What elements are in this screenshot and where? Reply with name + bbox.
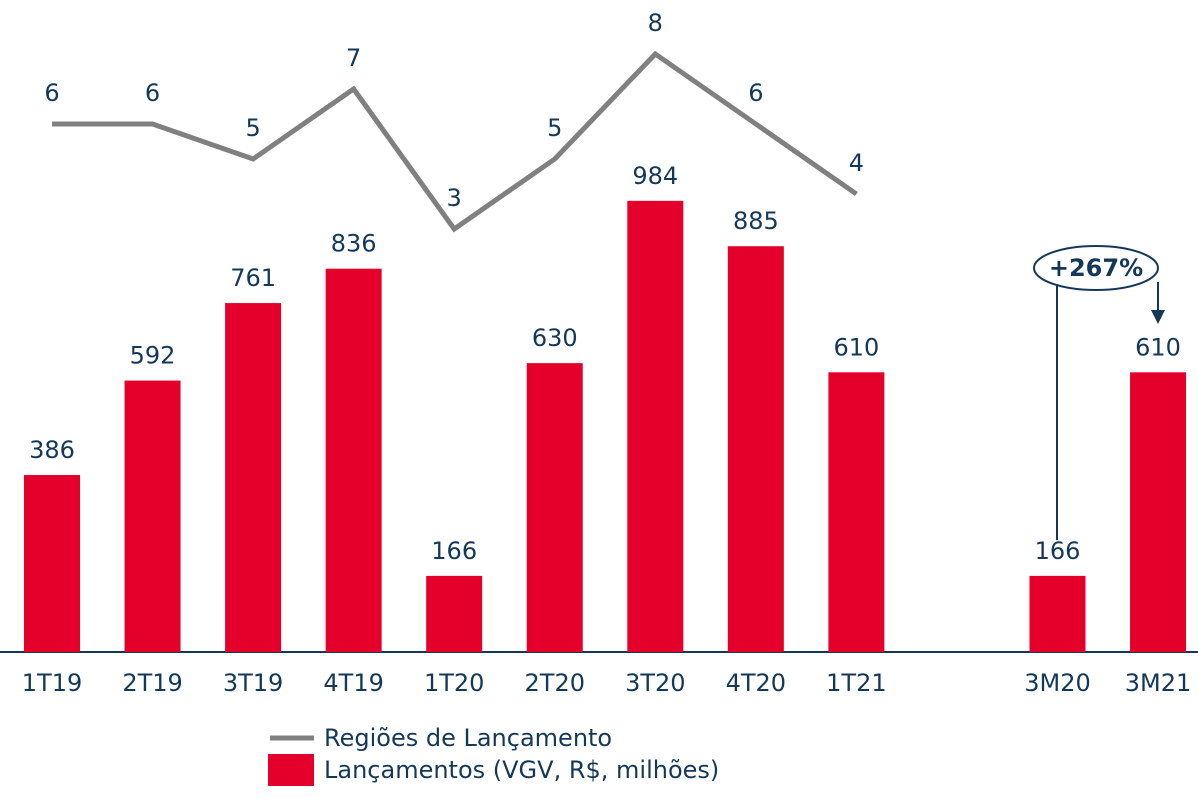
line-value-label: 3 xyxy=(447,184,462,212)
x-tick-label: 1T19 xyxy=(22,669,82,697)
value-label: 885 xyxy=(733,207,779,235)
line-value-label: 7 xyxy=(346,44,361,72)
line xyxy=(52,50,858,233)
bar xyxy=(1130,372,1187,652)
value-label: 592 xyxy=(130,342,176,370)
bar xyxy=(627,200,684,652)
legend-label: Lançamentos (VGV, R$, milhões) xyxy=(324,756,719,784)
value-label: 610 xyxy=(833,333,879,361)
x-tick-label: 3T19 xyxy=(223,669,283,697)
x-tick-label: 2T20 xyxy=(525,669,585,697)
line-value-label: 5 xyxy=(547,114,562,142)
bar xyxy=(325,268,382,652)
line-value-label: 6 xyxy=(44,79,59,107)
line-value-label: 4 xyxy=(849,149,864,177)
x-tick-label: 2T19 xyxy=(122,669,182,697)
bar xyxy=(828,372,885,652)
annotation-arrowhead xyxy=(1151,310,1165,324)
bar xyxy=(24,475,80,652)
value-label: 166 xyxy=(431,537,477,565)
value-label: 166 xyxy=(1035,537,1081,565)
value-label: 836 xyxy=(331,230,377,258)
annotation-ellipse xyxy=(1033,245,1159,291)
value-label: 386 xyxy=(29,436,75,464)
value-label: 610 xyxy=(1135,333,1181,361)
legend-swatch xyxy=(268,754,314,786)
annotation: +267% xyxy=(1049,254,1143,282)
x-tick-label: 3T20 xyxy=(625,669,685,697)
bar xyxy=(1029,575,1086,652)
x-tick-label: 1T20 xyxy=(424,669,484,697)
bar xyxy=(426,575,483,652)
value-label: 984 xyxy=(632,162,678,190)
line-value-label: 5 xyxy=(245,114,260,142)
value-label: 630 xyxy=(532,324,578,352)
x-tick-label: 4T19 xyxy=(323,669,383,697)
x-tick-label: 1T21 xyxy=(826,669,886,697)
value-label: 761 xyxy=(230,264,276,292)
x-tick-label: 3M21 xyxy=(1125,669,1192,697)
x-tick-label: 3M20 xyxy=(1024,669,1091,697)
bar xyxy=(727,246,784,653)
bar xyxy=(124,380,181,652)
bar xyxy=(526,363,583,652)
bar xyxy=(225,303,282,652)
line-value-label: 6 xyxy=(748,79,763,107)
legend-label: Regiões de Lançamento xyxy=(324,724,612,752)
line-value-label: 8 xyxy=(648,9,663,37)
line-value-label: 6 xyxy=(145,79,160,107)
x-tick-label: 4T20 xyxy=(726,669,786,697)
